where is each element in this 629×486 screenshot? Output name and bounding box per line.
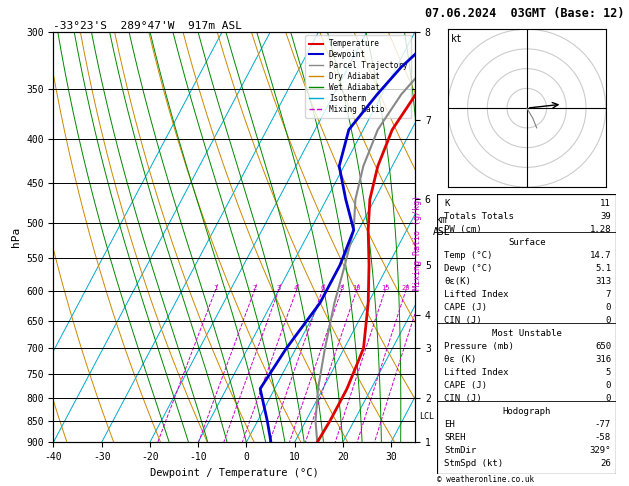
Legend: Temperature, Dewpoint, Parcel Trajectory, Dry Adiabat, Wet Adiabat, Isotherm, Mi: Temperature, Dewpoint, Parcel Trajectory…: [305, 35, 411, 118]
Text: Mixing Ratio (g/kg): Mixing Ratio (g/kg): [413, 195, 421, 291]
Y-axis label: hPa: hPa: [11, 227, 21, 247]
Text: θε (K): θε (K): [444, 355, 477, 364]
Text: 0: 0: [606, 303, 611, 312]
Text: CAPE (J): CAPE (J): [444, 381, 487, 390]
Text: 0: 0: [606, 381, 611, 390]
Text: CIN (J): CIN (J): [444, 316, 482, 325]
Text: 5: 5: [606, 368, 611, 377]
Text: 26: 26: [600, 459, 611, 468]
Text: Hodograph: Hodograph: [503, 407, 551, 416]
Text: Lifted Index: Lifted Index: [444, 368, 509, 377]
Text: 313: 313: [595, 277, 611, 286]
Text: 1: 1: [213, 285, 218, 291]
Text: LCL: LCL: [420, 412, 434, 421]
Text: 0: 0: [606, 316, 611, 325]
Text: 15: 15: [381, 285, 389, 291]
Text: Totals Totals: Totals Totals: [444, 212, 514, 221]
Text: 7: 7: [606, 290, 611, 299]
Text: 3: 3: [276, 285, 281, 291]
Text: 5.1: 5.1: [595, 264, 611, 273]
Text: K: K: [444, 199, 450, 208]
Text: 0: 0: [606, 394, 611, 403]
Y-axis label: km
ASL: km ASL: [433, 215, 450, 237]
Text: 329°: 329°: [589, 446, 611, 455]
Text: 10: 10: [352, 285, 360, 291]
Text: 2: 2: [252, 285, 257, 291]
Text: Temp (°C): Temp (°C): [444, 251, 493, 260]
Text: Dewp (°C): Dewp (°C): [444, 264, 493, 273]
Text: PW (cm): PW (cm): [444, 225, 482, 234]
Text: 4: 4: [294, 285, 298, 291]
Text: StmSpd (kt): StmSpd (kt): [444, 459, 503, 468]
Text: 11: 11: [600, 199, 611, 208]
Text: 8: 8: [339, 285, 343, 291]
Text: CIN (J): CIN (J): [444, 394, 482, 403]
Text: 6: 6: [320, 285, 325, 291]
Text: -58: -58: [595, 433, 611, 442]
X-axis label: Dewpoint / Temperature (°C): Dewpoint / Temperature (°C): [150, 468, 319, 478]
Text: SREH: SREH: [444, 433, 466, 442]
Text: 07.06.2024  03GMT (Base: 12): 07.06.2024 03GMT (Base: 12): [425, 7, 624, 20]
Text: Lifted Index: Lifted Index: [444, 290, 509, 299]
Text: EH: EH: [444, 420, 455, 429]
Text: kt: kt: [451, 34, 463, 44]
Text: 39: 39: [600, 212, 611, 221]
Text: 1.28: 1.28: [589, 225, 611, 234]
Text: CAPE (J): CAPE (J): [444, 303, 487, 312]
Text: StmDir: StmDir: [444, 446, 477, 455]
Text: 14.7: 14.7: [589, 251, 611, 260]
Text: -33°23'S  289°47'W  917m ASL: -33°23'S 289°47'W 917m ASL: [53, 21, 242, 31]
Text: © weatheronline.co.uk: © weatheronline.co.uk: [437, 475, 534, 484]
Text: 20: 20: [401, 285, 410, 291]
Text: Pressure (mb): Pressure (mb): [444, 342, 514, 351]
Text: -77: -77: [595, 420, 611, 429]
Text: Surface: Surface: [508, 238, 545, 247]
Text: Most Unstable: Most Unstable: [492, 329, 562, 338]
Text: θε(K): θε(K): [444, 277, 471, 286]
Text: 650: 650: [595, 342, 611, 351]
Text: 316: 316: [595, 355, 611, 364]
